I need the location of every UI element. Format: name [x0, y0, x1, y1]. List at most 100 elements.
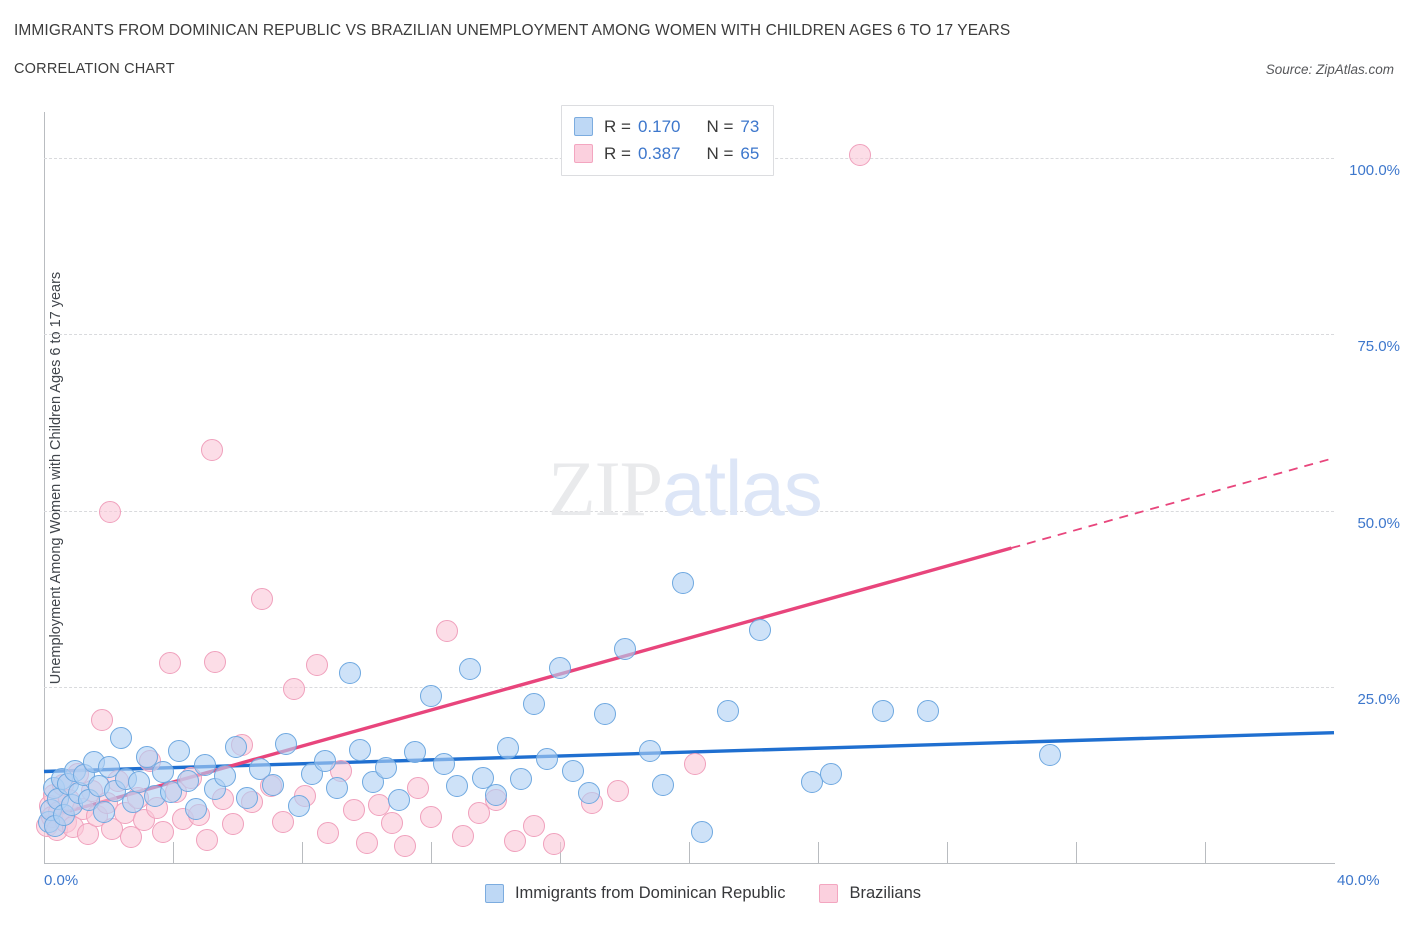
scatter-point[interactable] [200, 439, 223, 462]
scatter-point[interactable] [195, 828, 218, 851]
scatter-point[interactable] [716, 700, 739, 723]
scatter-point[interactable] [468, 802, 491, 825]
scatter-point[interactable] [848, 144, 871, 167]
scatter-point[interactable] [432, 752, 455, 775]
y-axis-tick-label: 50.0% [1357, 514, 1400, 532]
scatter-point[interactable] [194, 754, 217, 777]
x-axis-tick-mark [173, 842, 174, 864]
scatter-point[interactable] [403, 741, 426, 764]
scatter-point[interactable] [342, 799, 365, 822]
scatter-point[interactable] [374, 756, 397, 779]
scatter-point[interactable] [236, 786, 259, 809]
y-axis-line [44, 112, 45, 864]
gridline-y [44, 510, 1334, 512]
scatter-point[interactable] [536, 748, 559, 771]
scatter-point[interactable] [684, 752, 707, 775]
scatter-point[interactable] [523, 814, 546, 837]
scatter-point[interactable] [523, 693, 546, 716]
scatter-point[interactable] [158, 652, 181, 675]
scatter-point[interactable] [561, 759, 584, 782]
scatter-point[interactable] [420, 684, 442, 707]
scatter-point[interactable] [99, 501, 122, 524]
scatter-point[interactable] [349, 738, 372, 761]
scatter-point[interactable] [387, 789, 410, 812]
scatter-point[interactable] [91, 708, 114, 731]
scatter-point[interactable] [316, 821, 339, 844]
legend-item-immigrants[interactable]: Immigrants from Dominican Republic [484, 884, 785, 903]
scatter-point[interactable] [203, 651, 226, 674]
scatter-point[interactable] [224, 735, 247, 758]
scatter-point[interactable] [819, 762, 842, 785]
scatter-point[interactable] [471, 766, 494, 789]
scatter-point[interactable] [484, 783, 507, 806]
scatter-point[interactable] [503, 830, 526, 853]
scatter-point[interactable] [339, 662, 362, 685]
scatter-point[interactable] [394, 834, 417, 857]
scatter-point[interactable] [221, 813, 244, 836]
scatter-point[interactable] [76, 823, 99, 846]
legend-swatch-icon-blue [484, 884, 504, 903]
x-axis-tick-mark [1205, 842, 1206, 864]
x-axis-tick-mark [689, 842, 690, 864]
scatter-point[interactable] [1039, 744, 1062, 767]
y-axis-tick-label: 75.0% [1357, 338, 1400, 356]
scatter-point[interactable] [261, 773, 284, 796]
scatter-point[interactable] [97, 755, 120, 778]
scatter-point[interactable] [594, 703, 617, 726]
scatter-point[interactable] [152, 820, 175, 843]
scatter-point[interactable] [407, 776, 430, 799]
scatter-point[interactable] [110, 727, 133, 750]
gridline-y [44, 334, 1334, 336]
scatter-point[interactable] [871, 700, 894, 723]
scatter-point[interactable] [305, 653, 328, 676]
scatter-point[interactable] [271, 810, 294, 833]
x-axis-tick-mark [947, 842, 948, 864]
scatter-point[interactable] [916, 700, 939, 723]
y-axis-tick-label: 100.0% [1349, 161, 1400, 179]
r-label-blue: R = [604, 116, 631, 136]
scatter-point[interactable] [287, 795, 310, 818]
scatter-point[interactable] [326, 776, 349, 799]
scatter-point[interactable] [690, 820, 713, 843]
scatter-point[interactable] [355, 831, 378, 854]
scatter-point[interactable] [578, 782, 601, 805]
scatter-point[interactable] [748, 618, 771, 641]
scatter-point[interactable] [445, 775, 468, 798]
scatter-point[interactable] [652, 773, 675, 796]
scatter-point[interactable] [607, 779, 630, 802]
scatter-point[interactable] [121, 790, 144, 813]
scatter-point[interactable] [249, 758, 272, 781]
scatter-point[interactable] [497, 737, 520, 760]
scatter-point[interactable] [613, 638, 636, 661]
scatter-point[interactable] [160, 780, 183, 803]
legend-item-brazilians[interactable]: Brazilians [819, 884, 921, 903]
scatter-point[interactable] [92, 800, 115, 823]
scatter-point[interactable] [800, 771, 823, 794]
scatter-point[interactable] [184, 797, 207, 820]
page-title: IMMIGRANTS FROM DOMINICAN REPUBLIC VS BR… [14, 22, 1011, 39]
scatter-point[interactable] [542, 833, 565, 856]
scatter-point[interactable] [458, 658, 481, 681]
scatter-point[interactable] [671, 571, 694, 594]
scatter-point[interactable] [136, 745, 159, 768]
scatter-point[interactable] [152, 761, 175, 784]
legend-label-brazilians: Brazilians [849, 884, 922, 902]
scatter-point[interactable] [176, 769, 199, 792]
scatter-point[interactable] [250, 587, 273, 610]
page-subtitle: CORRELATION CHART [14, 61, 175, 77]
scatter-point[interactable] [436, 619, 459, 642]
scatter-point[interactable] [313, 749, 336, 772]
scatter-point[interactable] [274, 732, 297, 755]
scatter-point[interactable] [128, 771, 151, 794]
scatter-point[interactable] [120, 826, 143, 849]
scatter-point[interactable] [381, 812, 404, 835]
scatter-point[interactable] [510, 768, 533, 791]
scatter-point[interactable] [168, 740, 191, 763]
scatter-point[interactable] [282, 677, 305, 700]
scatter-point[interactable] [213, 765, 236, 788]
scatter-point[interactable] [639, 740, 662, 763]
x-axis-label-max: 40.0% [1337, 872, 1380, 889]
scatter-point[interactable] [452, 824, 475, 847]
scatter-point[interactable] [549, 656, 571, 679]
scatter-point[interactable] [420, 806, 442, 829]
